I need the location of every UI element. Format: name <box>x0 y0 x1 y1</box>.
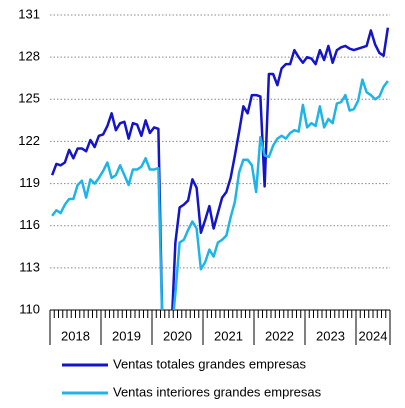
y-tick-label: 131 <box>18 6 40 21</box>
legend-label: Ventas totales grandes empresas <box>113 356 306 371</box>
series-line <box>51 78 389 310</box>
legend-label: Ventas interiores grandes empresas <box>113 384 322 399</box>
series-line <box>50 27 390 310</box>
y-tick-label: 125 <box>18 91 40 106</box>
x-tick-label: 2023 <box>316 328 345 343</box>
y-tick-label: 122 <box>18 133 40 148</box>
x-tick-label: 2022 <box>265 328 294 343</box>
y-tick-label: 119 <box>19 175 40 190</box>
y-tick-label: 110 <box>19 301 40 316</box>
y-tick-label: 128 <box>18 49 40 64</box>
x-tick-label: 2018 <box>61 328 90 343</box>
y-tick-label: 113 <box>19 259 40 274</box>
x-tick-label: 2021 <box>214 328 243 343</box>
x-tick-label: 2024 <box>359 328 388 343</box>
x-tick-label: 2019 <box>112 328 141 343</box>
x-tick-label: 2020 <box>163 328 192 343</box>
y-tick-label: 116 <box>19 217 40 232</box>
